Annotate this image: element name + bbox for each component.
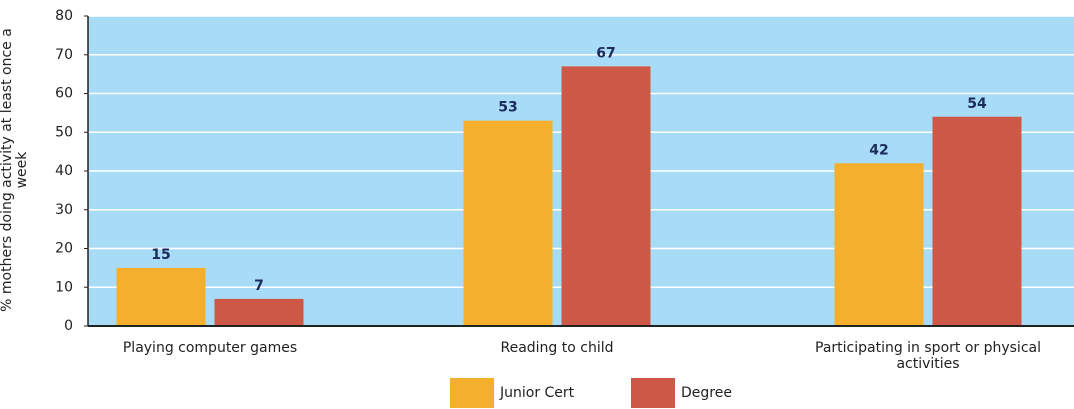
y-tick-label: 40	[55, 163, 73, 179]
legend-label: Degree	[681, 385, 732, 401]
y-tick-label: 30	[55, 202, 73, 218]
value-label: 15	[151, 247, 170, 263]
x-tick-label: Participating in sport or physical activ…	[815, 340, 1041, 372]
bar	[834, 163, 924, 326]
value-label: 53	[498, 100, 517, 116]
y-axis-label: % mothers doing activity at least once a…	[0, 28, 30, 312]
legend-label: Junior Cert	[500, 385, 575, 401]
bar	[463, 120, 553, 326]
y-tick-label: 60	[55, 86, 73, 102]
x-tick-label: Reading to child	[500, 340, 614, 356]
bar	[214, 298, 304, 326]
legend-swatch	[631, 378, 675, 408]
y-tick-label: 80	[55, 8, 73, 24]
bar	[932, 116, 1022, 326]
value-label: 42	[869, 142, 888, 158]
y-tick-label: 70	[55, 47, 73, 63]
y-tick-label: 20	[55, 241, 73, 257]
legend-swatch	[450, 378, 494, 408]
y-tick-label: 50	[55, 124, 73, 140]
y-tick-label: 0	[64, 318, 73, 334]
value-label: 7	[254, 278, 264, 294]
x-tick-label: Playing computer games	[122, 340, 298, 356]
value-label: 67	[596, 45, 615, 61]
bar	[116, 267, 206, 326]
value-label: 54	[967, 96, 987, 112]
y-tick-label: 10	[55, 279, 73, 295]
bar	[561, 66, 651, 326]
